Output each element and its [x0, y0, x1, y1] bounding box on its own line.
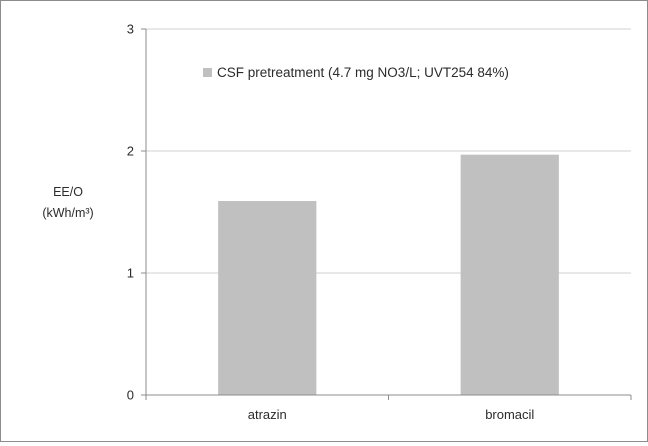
y-tick-label-3: 3: [127, 22, 134, 37]
y-tick-label-2: 2: [127, 144, 134, 159]
bar-bromacil: [460, 154, 559, 395]
y-axis-title: EE/O (kWh/m³): [42, 185, 93, 220]
x-tick-label-atrazin: atrazin: [248, 407, 287, 422]
y-axis-title-line-2: (kWh/m³): [42, 206, 93, 220]
legend: CSF pretreatment (4.7 mg NO3/L; UVT254 8…: [203, 65, 509, 80]
y-axis-title-line-1: EE/O: [53, 185, 83, 199]
y-tick-label-0: 0: [127, 388, 134, 403]
y-tick-label-1: 1: [127, 266, 134, 281]
axes: [141, 28, 632, 400]
x-tick-label-bromacil: bromacil: [485, 407, 534, 422]
bars: [218, 154, 559, 395]
x-tick-labels: atrazin bromacil: [248, 407, 535, 422]
y-tick-labels: 0 1 2 3: [127, 22, 134, 403]
legend-swatch: [203, 68, 212, 77]
bar-atrazin: [218, 201, 317, 395]
legend-label: CSF pretreatment (4.7 mg NO3/L; UVT254 8…: [217, 65, 509, 80]
